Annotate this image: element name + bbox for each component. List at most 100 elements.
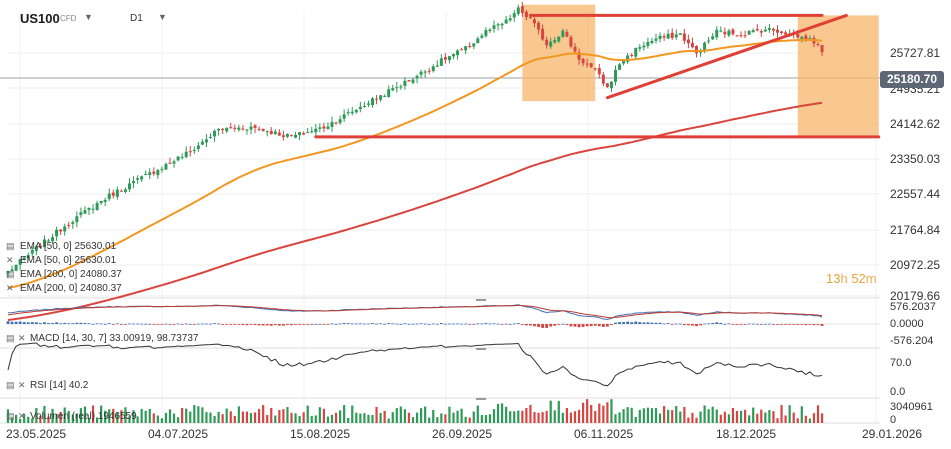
timeframe-dropdown-icon[interactable]: ▼ xyxy=(158,12,167,22)
candle-up xyxy=(447,56,451,60)
volume-bar xyxy=(573,411,577,423)
candle-down xyxy=(152,171,156,174)
macd-histogram-bar xyxy=(221,324,225,325)
volume-bar xyxy=(185,408,188,423)
legend-ema200-a[interactable]: ▤ EMA [200, 0] 24080.37 xyxy=(6,269,122,280)
candle-up xyxy=(217,128,221,131)
close-icon[interactable]: ✕ xyxy=(18,411,26,421)
volume-bar xyxy=(667,409,670,423)
volume-bar xyxy=(128,416,131,423)
candle-up xyxy=(419,71,423,75)
macd-histogram-bar xyxy=(444,323,447,325)
candle-down xyxy=(229,127,233,129)
volume-bar xyxy=(606,402,609,423)
volume-bar xyxy=(63,407,66,423)
volume-bar xyxy=(104,410,107,423)
macd-histogram-bar xyxy=(75,322,79,324)
symbol-label[interactable]: US100 xyxy=(20,11,60,26)
volume-bar xyxy=(549,400,552,423)
candle-up xyxy=(71,222,75,224)
macd-histogram-bar xyxy=(561,323,565,325)
candle-up xyxy=(452,54,455,57)
legend-text: RSI [14] 40.2 xyxy=(30,380,89,391)
volume-bar xyxy=(132,410,135,423)
macd-histogram-bar xyxy=(772,324,775,325)
volume-bar xyxy=(407,412,411,423)
candle-up xyxy=(148,172,152,175)
macd-histogram-bar xyxy=(18,321,22,324)
settings-icon[interactable]: ▤ xyxy=(6,269,15,279)
candle-up xyxy=(512,13,516,18)
macd-histogram-bar xyxy=(358,323,362,325)
candle-down xyxy=(601,74,605,84)
settings-icon[interactable]: ▤ xyxy=(6,411,15,421)
close-icon[interactable]: ✕ xyxy=(6,283,14,293)
legend-volume[interactable]: ▤ ✕ Volumen (real) 1946559 xyxy=(6,411,137,422)
macd-histogram-bar xyxy=(282,324,285,326)
legend-ema50-b[interactable]: ✕ EMA [50, 0] 25630.01 xyxy=(6,255,116,266)
legend-text: EMA [200, 0] 24080.37 xyxy=(20,269,122,280)
candle-up xyxy=(318,127,322,129)
macd-histogram-bar xyxy=(427,323,431,325)
timeframe-label[interactable]: D1 xyxy=(130,13,143,24)
candle-up xyxy=(719,30,723,32)
macd-histogram-bar xyxy=(448,323,451,325)
volume-bar xyxy=(501,403,504,423)
candle-up xyxy=(338,119,342,123)
candle-down xyxy=(735,35,739,37)
macd-histogram-bar xyxy=(229,324,233,325)
settings-icon[interactable]: ▤ xyxy=(6,241,15,251)
volume-bar xyxy=(492,409,496,423)
volume-bar xyxy=(351,405,354,423)
volume-bar xyxy=(533,412,536,423)
macd-histogram-bar xyxy=(265,324,269,326)
legend-ema50-a[interactable]: ▤ EMA [50, 0] 25630.01 xyxy=(6,241,116,252)
macd-signal-line xyxy=(7,304,823,319)
macd-histogram-bar xyxy=(132,323,135,325)
macd-histogram-bar xyxy=(322,324,326,325)
legend-ema200-b[interactable]: ✕ EMA [200, 0] 24080.37 xyxy=(6,283,122,294)
volume-bar xyxy=(282,409,285,423)
candle-down xyxy=(322,126,326,129)
wedge-lower-trendline xyxy=(605,13,848,100)
candle-up xyxy=(609,81,613,89)
legend-macd[interactable]: ▤ ✕ MACD [14, 30, 7] 33.00919, 98.73737 xyxy=(6,333,198,344)
macd-histogram-bar xyxy=(136,323,139,325)
candle-down xyxy=(804,35,808,41)
macd-histogram-bar xyxy=(723,323,727,325)
volume-bar xyxy=(772,411,775,423)
settings-icon[interactable]: ▤ xyxy=(6,380,15,390)
candle-up xyxy=(79,212,83,215)
macd-histogram-bar xyxy=(618,322,621,324)
legend-rsi[interactable]: ▤ ✕ RSI [14] 40.2 xyxy=(6,380,88,391)
volume-bar xyxy=(784,415,787,423)
candle-down xyxy=(581,58,585,64)
symbol-dropdown-icon[interactable]: ▼ xyxy=(84,12,93,22)
macd-histogram-bar xyxy=(662,323,666,325)
volume-bar xyxy=(116,412,119,423)
macd-histogram-bar xyxy=(476,323,480,325)
volume-bar xyxy=(197,406,200,423)
volume-bar xyxy=(415,412,419,423)
volume-bar xyxy=(19,418,22,423)
candle-up xyxy=(371,98,374,105)
volume-bar xyxy=(177,417,180,423)
candle-up xyxy=(496,24,500,26)
price-tick: 21764.84 xyxy=(890,223,941,237)
volume-bar xyxy=(695,417,698,423)
macd-histogram-bar xyxy=(411,323,415,325)
close-icon[interactable]: ✕ xyxy=(18,333,26,343)
close-icon[interactable]: ✕ xyxy=(18,380,26,390)
macd-histogram-bar xyxy=(180,324,184,325)
macd-histogram-bar xyxy=(67,323,71,325)
macd-histogram-bar xyxy=(614,322,617,324)
macd-tick: -576.204 xyxy=(890,335,934,347)
volume-bar xyxy=(108,409,111,423)
volume-bar xyxy=(391,412,394,423)
volume-bar xyxy=(383,410,386,423)
settings-icon[interactable]: ▤ xyxy=(6,333,15,343)
macd-histogram-bar xyxy=(107,323,111,324)
close-icon[interactable]: ✕ xyxy=(6,255,14,265)
candle-down xyxy=(59,229,63,232)
